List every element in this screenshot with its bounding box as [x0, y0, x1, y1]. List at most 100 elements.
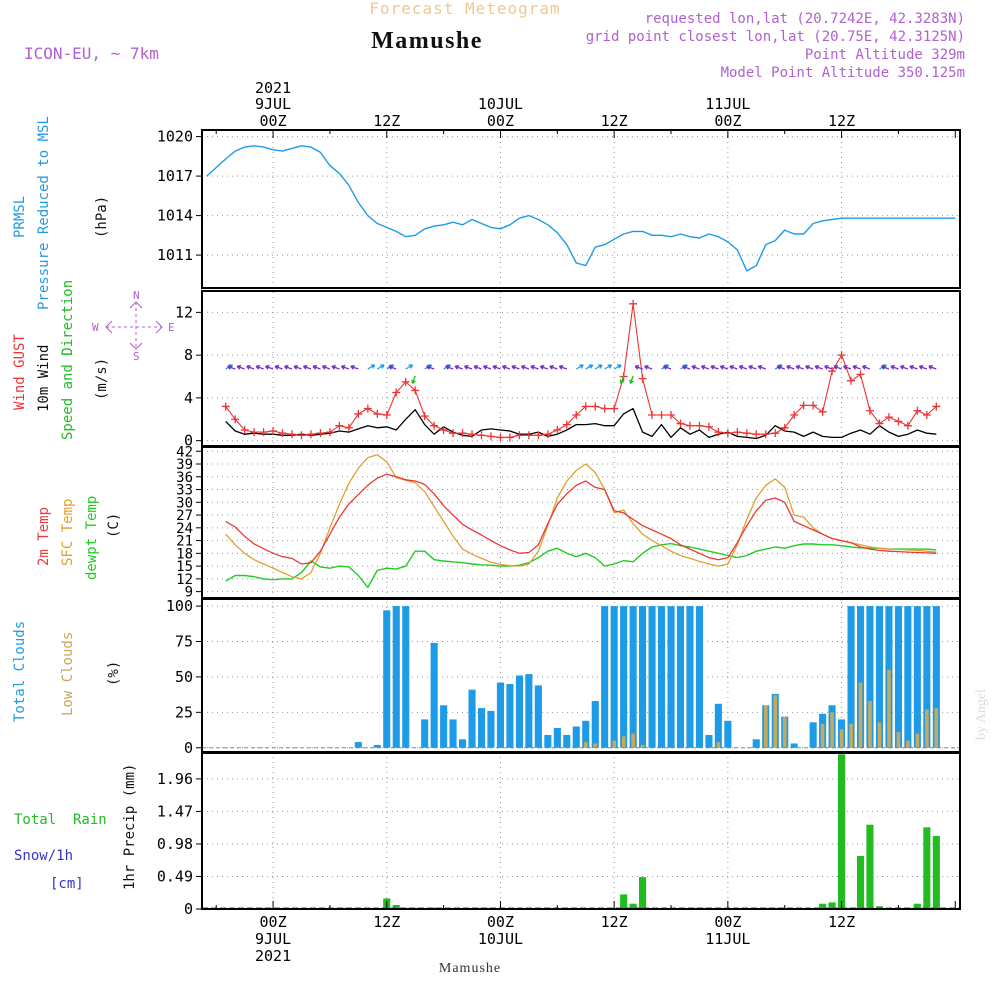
bottom-time-label: 00Z — [714, 913, 741, 931]
y-tick-label: 24 — [176, 521, 193, 537]
bottom-time-label: 12Z — [601, 913, 628, 931]
wind-direction-arrow — [795, 365, 804, 370]
pressure-label: Pressure Reduced to MSL — [36, 116, 52, 310]
total-clouds-bar — [478, 708, 486, 748]
wind-direction-arrow — [321, 365, 331, 370]
total-clouds-bar — [695, 606, 703, 748]
gust-marker — [486, 432, 495, 441]
total-clouds-bar — [601, 606, 609, 748]
wind-direction-arrow — [909, 365, 918, 370]
wind-direction-arrow — [833, 365, 842, 370]
total-clouds-bar — [639, 606, 647, 748]
gust-marker — [629, 299, 638, 308]
sfc-temp-line — [225, 454, 937, 580]
top-time-label: 12Z — [828, 112, 855, 130]
gust-marker — [373, 409, 382, 418]
wind-direction-arrow — [757, 365, 767, 370]
total-clouds-bar — [459, 739, 467, 748]
wind-direction-arrow — [824, 365, 833, 370]
snow-label: Snow/1h — [14, 848, 73, 864]
gust-marker — [581, 402, 590, 411]
rain-label: Total Rain — [14, 812, 107, 828]
direction-label: Speed and Direction — [60, 280, 76, 440]
snow-unit: [cm] — [50, 876, 84, 892]
total-clouds-bar — [506, 684, 514, 748]
wind-direction-arrow — [604, 364, 613, 370]
grid — [202, 132, 960, 910]
total-clouds-bar — [544, 735, 552, 748]
panel-frame-pressure — [201, 129, 961, 289]
wind-direction-arrow — [880, 365, 890, 370]
gust-marker — [837, 351, 846, 360]
y-tick-label: 42 — [176, 444, 193, 460]
bottom-time-label: 9JUL — [255, 930, 291, 948]
total-clouds-bar — [686, 606, 694, 748]
wind-direction-arrow — [539, 365, 549, 370]
gust-marker — [695, 421, 704, 430]
wind-direction-arrow — [575, 364, 584, 370]
wind-direction-arrow — [805, 365, 814, 370]
y-tick-label: 0 — [184, 900, 193, 918]
total-clouds-bar — [857, 606, 865, 748]
wind-direction-arrow — [691, 365, 700, 370]
bottom-time-label: 00Z — [260, 913, 287, 931]
total-clouds-bar — [676, 606, 684, 748]
rain-bar — [639, 877, 647, 909]
panel-frame-temp — [201, 446, 961, 599]
low-clouds-bar — [868, 701, 872, 748]
gust-marker — [790, 411, 799, 419]
wind-direction-arrow — [293, 365, 302, 370]
gust-marker — [221, 402, 230, 411]
wind-direction-arrow — [852, 365, 861, 370]
wind-direction-arrow — [454, 365, 463, 370]
wind-direction-arrow — [700, 365, 710, 370]
low-clouds-bar — [593, 743, 597, 748]
y-tick-label: 27 — [176, 508, 193, 524]
low-clouds-bar — [631, 733, 635, 748]
total-clouds-bar — [629, 606, 637, 748]
gust-marker — [401, 377, 410, 386]
wind-direction-arrow — [340, 365, 350, 370]
gust-marker — [932, 402, 941, 411]
wind-unit: (m/s) — [94, 358, 110, 400]
y-tick-label: 25 — [175, 703, 193, 721]
gust-marker — [297, 431, 306, 440]
gust-marker — [392, 388, 401, 397]
rain-bar — [620, 894, 628, 909]
total-clouds-bar — [913, 606, 921, 748]
wind-direction-arrow — [776, 365, 785, 370]
plots — [202, 145, 960, 909]
compass-arrows — [105, 301, 163, 350]
wind-direction-arrow — [274, 365, 283, 370]
wind-direction-arrow — [411, 375, 416, 384]
prmsl-label: PRMSL — [12, 196, 28, 238]
low-clouds-bar — [584, 742, 588, 748]
y-tick-label: 0 — [184, 739, 193, 757]
wind-direction-arrow — [483, 365, 492, 370]
y-tick-label: 15 — [176, 559, 193, 575]
wind-direction-arrow — [312, 365, 321, 370]
grid-point-coords: grid point closest lon,lat (20.75E, 42.3… — [586, 29, 965, 45]
y-tick-label: 100 — [166, 597, 193, 615]
total-clouds-bar — [809, 722, 817, 748]
bottom-time-label: 10JUL — [478, 930, 523, 948]
gust-marker — [714, 428, 723, 437]
total-clouds-bar — [525, 674, 533, 748]
low-clouds-bar — [820, 723, 825, 748]
total-clouds-bar — [440, 705, 448, 748]
total-clouds-bar — [449, 719, 457, 748]
gust-marker — [742, 429, 751, 438]
wind-direction-arrow — [376, 364, 385, 370]
wind-direction-arrow — [738, 365, 748, 370]
wind-direction-arrow — [585, 364, 594, 370]
gust-marker — [354, 409, 363, 418]
bottom-time-label: 12Z — [373, 913, 400, 931]
gust-marker — [600, 404, 609, 413]
total-clouds-bar — [496, 682, 504, 748]
wind-direction-arrow — [492, 365, 501, 370]
gust-marker — [240, 425, 249, 434]
top-time-label: 12Z — [601, 112, 628, 130]
gust-marker — [250, 428, 259, 437]
y-tick-label: 12 — [175, 303, 193, 321]
wind-direction-arrow — [710, 365, 719, 370]
